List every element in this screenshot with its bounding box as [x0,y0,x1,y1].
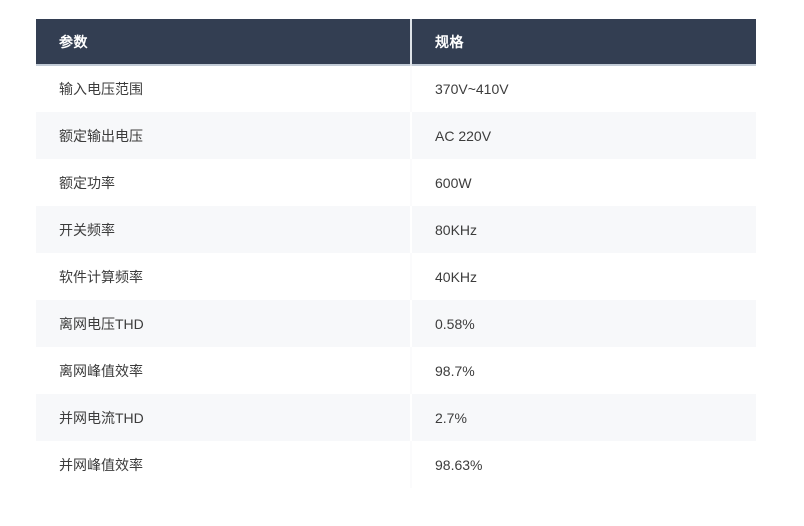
param-cell: 输入电压范围 [36,65,412,112]
spec-table: 参数 规格 输入电压范围 370V~410V 额定输出电压 AC 220V 额定功率 60… [36,19,756,488]
spec-cell: 80KHz [411,206,756,253]
table-row: 离网峰值效率 98.7% [36,347,756,394]
table-row: 并网电流THD 2.7% [36,394,756,441]
spec-cell: AC 220V [411,112,756,159]
spec-cell: 0.58% [411,300,756,347]
param-cell: 软件计算频率 [36,253,412,300]
spec-cell: 98.7% [411,347,756,394]
spec-table-body: 输入电压范围 370V~410V 额定输出电压 AC 220V 额定功率 600W 开关频率… [36,65,756,488]
param-cell: 离网电压THD [36,300,412,347]
table-row: 开关频率 80KHz [36,206,756,253]
spec-cell: 370V~410V [411,65,756,112]
spec-cell: 98.63% [411,441,756,488]
table-row: 离网电压THD 0.58% [36,300,756,347]
column-header-param: 参数 [36,19,412,65]
table-row: 输入电压范围 370V~410V [36,65,756,112]
header-row: 参数 规格 [36,19,756,65]
column-header-spec: 规格 [411,19,756,65]
spec-cell: 600W [411,159,756,206]
table-row: 软件计算频率 40KHz [36,253,756,300]
table-row: 额定输出电压 AC 220V [36,112,756,159]
param-cell: 离网峰值效率 [36,347,412,394]
spec-cell: 2.7% [411,394,756,441]
spec-table-header: 参数 规格 [36,19,756,65]
table-row: 额定功率 600W [36,159,756,206]
param-cell: 开关频率 [36,206,412,253]
param-cell: 并网电流THD [36,394,412,441]
param-cell: 额定输出电压 [36,112,412,159]
spec-cell: 40KHz [411,253,756,300]
param-cell: 额定功率 [36,159,412,206]
param-cell: 并网峰值效率 [36,441,412,488]
table-row: 并网峰值效率 98.63% [36,441,756,488]
